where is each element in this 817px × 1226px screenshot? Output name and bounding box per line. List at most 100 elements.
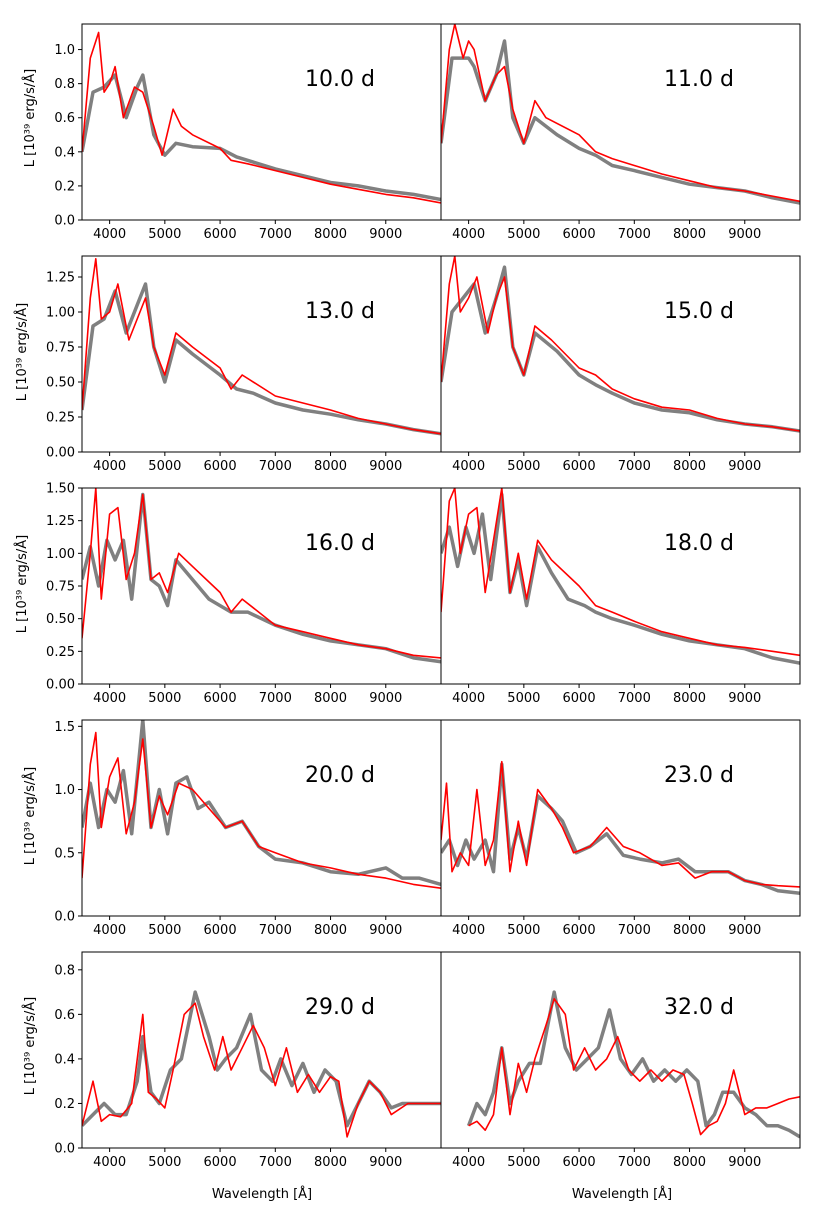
x-tick-label: 5000 <box>507 227 540 242</box>
x-tick-label: 5000 <box>507 923 540 938</box>
y-tick-label: 0.0 <box>54 910 75 925</box>
y-tick-label: 0.00 <box>46 446 75 461</box>
y-axis-label: L [10³⁹ erg/s/Å] <box>14 303 30 401</box>
epoch-label: 32.0 d <box>664 995 734 1020</box>
x-tick-label: 7000 <box>618 1155 651 1170</box>
x-tick-label: 5000 <box>148 1155 181 1170</box>
model-spectrum-line <box>468 997 800 1136</box>
x-tick-label: 8000 <box>314 227 347 242</box>
epoch-label: 13.0 d <box>305 299 375 324</box>
plot-background <box>82 24 441 220</box>
y-tick-label: 1.00 <box>46 306 75 321</box>
panels-layer: 4000 5000 6000 7000 8000 9000 0.0 0.2 0.4 0.6 0.8 1… <box>46 23 801 1170</box>
x-tick-label: 6000 <box>204 227 237 242</box>
spectrum-panel: 4000 5000 6000 7000 8000 9000 18.0 d <box>440 487 801 706</box>
x-tick-label: 5000 <box>148 691 181 706</box>
plot-background <box>441 720 800 916</box>
x-tick-label: 6000 <box>204 1155 237 1170</box>
x-tick-label: 4000 <box>452 459 485 474</box>
plot-frame <box>440 255 801 453</box>
y-tick-label: 1.0 <box>54 43 75 58</box>
plot-frame <box>440 719 801 917</box>
observed-spectrum-line <box>441 39 800 205</box>
x-tick-label: 7000 <box>259 1155 292 1170</box>
y-tick-label: 0.4 <box>54 145 75 160</box>
y-tick-label: 0.4 <box>54 1052 75 1067</box>
y-axis-label: L [10³⁹ erg/s/Å] <box>14 535 30 633</box>
y-tick-label: 0.2 <box>54 179 75 194</box>
x-tick-label: 4000 <box>452 691 485 706</box>
model-spectrum-line <box>441 488 800 657</box>
y-tick-label: 0.25 <box>46 411 75 426</box>
y-tick-label: 0.75 <box>46 580 75 595</box>
x-tick-label: 6000 <box>563 691 596 706</box>
x-tick-label: 6000 <box>204 459 237 474</box>
model-spectrum-line <box>441 24 800 203</box>
spectrum-panel: 4000 5000 6000 7000 8000 9000 0.00 0.25 0.50 0.75… <box>46 255 442 474</box>
x-tick-label: 5000 <box>507 459 540 474</box>
x-tick-label: 8000 <box>673 227 706 242</box>
epoch-label: 20.0 d <box>305 763 375 788</box>
x-tick-label: 5000 <box>148 923 181 938</box>
spectrum-panel: 4000 5000 6000 7000 8000 9000 32.0 d <box>440 951 801 1170</box>
x-axis-label: Wavelength [Å] <box>572 1186 672 1202</box>
observed-spectrum-line <box>441 492 800 665</box>
x-tick-label: 5000 <box>507 1155 540 1170</box>
x-tick-label: 7000 <box>618 923 651 938</box>
model-spectrum-line <box>441 760 800 888</box>
y-tick-label: 0.6 <box>54 1008 75 1023</box>
plot-frame <box>440 487 801 685</box>
x-tick-label: 8000 <box>314 923 347 938</box>
x-tick-label: 4000 <box>93 691 126 706</box>
y-tick-label: 1.0 <box>54 783 75 798</box>
model-spectrum-line <box>82 1002 441 1138</box>
plot-background <box>441 952 800 1148</box>
epoch-label: 18.0 d <box>664 531 734 556</box>
y-tick-label: 1.50 <box>46 482 75 497</box>
x-tick-label: 7000 <box>618 691 651 706</box>
x-tick-label: 6000 <box>563 227 596 242</box>
y-tick-label: 0.0 <box>54 214 75 229</box>
y-tick-label: 0.0 <box>54 1142 75 1157</box>
x-tick-label: 4000 <box>93 227 126 242</box>
x-tick-label: 7000 <box>259 923 292 938</box>
epoch-label: 11.0 d <box>664 67 734 92</box>
x-tick-label: 8000 <box>673 1155 706 1170</box>
plot-background <box>441 488 800 684</box>
y-tick-label: 1.25 <box>46 271 75 286</box>
model-spectrum-line <box>82 731 441 889</box>
x-axis-label: Wavelength [Å] <box>212 1186 312 1202</box>
y-axis-label: L [10³⁹ erg/s/Å] <box>22 69 38 167</box>
plot-background <box>82 952 441 1148</box>
spectrum-panel: 4000 5000 6000 7000 8000 9000 23.0 d <box>440 719 801 938</box>
plot-background <box>82 488 441 684</box>
y-axis-label: L [10³⁹ erg/s/Å] <box>22 767 38 865</box>
x-tick-label: 9000 <box>369 1155 402 1170</box>
x-tick-label: 7000 <box>259 227 292 242</box>
x-tick-label: 7000 <box>618 227 651 242</box>
x-tick-label: 4000 <box>452 1155 485 1170</box>
plot-background <box>82 720 441 916</box>
x-tick-label: 8000 <box>673 923 706 938</box>
x-tick-label: 5000 <box>148 459 181 474</box>
y-tick-label: 0.8 <box>54 963 75 978</box>
x-tick-label: 9000 <box>728 923 761 938</box>
y-tick-label: 0.75 <box>46 341 75 356</box>
x-tick-label: 9000 <box>728 691 761 706</box>
plot-background <box>441 256 800 452</box>
epoch-label: 10.0 d <box>305 67 375 92</box>
epoch-label: 15.0 d <box>664 299 734 324</box>
x-tick-label: 4000 <box>93 459 126 474</box>
x-tick-label: 8000 <box>314 691 347 706</box>
x-tick-label: 9000 <box>728 1155 761 1170</box>
model-spectrum-line <box>82 257 441 435</box>
x-tick-label: 4000 <box>93 923 126 938</box>
y-axis-label: L [10³⁹ erg/s/Å] <box>22 997 38 1095</box>
spectrum-panel: 4000 5000 6000 7000 8000 9000 0.00 0.25 0.50 0.75… <box>46 482 442 706</box>
x-tick-label: 6000 <box>204 923 237 938</box>
spectrum-panel: 4000 5000 6000 7000 8000 9000 11.0 d <box>440 23 801 242</box>
x-tick-label: 8000 <box>314 459 347 474</box>
model-spectrum-line <box>82 488 441 659</box>
y-tick-label: 1.00 <box>46 547 75 562</box>
